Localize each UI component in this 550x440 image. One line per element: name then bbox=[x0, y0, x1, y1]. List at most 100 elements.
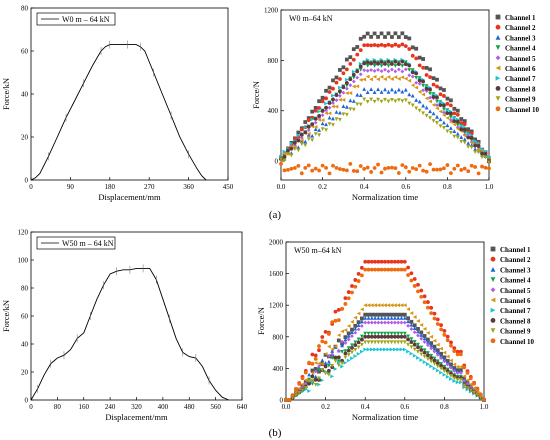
data-point bbox=[343, 337, 348, 342]
data-point bbox=[448, 130, 453, 135]
data-point bbox=[306, 131, 311, 136]
data-point bbox=[307, 379, 311, 384]
data-point bbox=[419, 336, 424, 341]
data-point bbox=[403, 87, 408, 92]
data-point bbox=[320, 335, 325, 339]
data-point bbox=[327, 101, 332, 105]
data-point bbox=[400, 59, 405, 64]
legend-label: W50 m – 64 kN bbox=[62, 239, 114, 248]
data-point bbox=[323, 361, 328, 365]
data-point bbox=[346, 346, 351, 351]
data-point bbox=[490, 318, 496, 323]
data-point bbox=[417, 108, 422, 113]
data-point bbox=[424, 73, 429, 77]
data-point bbox=[393, 331, 397, 336]
data-point bbox=[403, 165, 408, 170]
data-point bbox=[327, 105, 332, 110]
data-point bbox=[386, 303, 391, 308]
data-point bbox=[383, 97, 387, 102]
data-point bbox=[393, 312, 397, 317]
data-point bbox=[399, 303, 404, 308]
data-point bbox=[350, 345, 354, 350]
data-point bbox=[459, 352, 463, 357]
data-point bbox=[353, 340, 358, 345]
data-point bbox=[459, 139, 464, 144]
data-point bbox=[421, 168, 426, 173]
data-point bbox=[372, 90, 377, 94]
panel-label-b: (b) bbox=[269, 427, 282, 439]
data-point bbox=[455, 126, 460, 131]
data-point bbox=[452, 369, 457, 373]
data-point bbox=[327, 359, 331, 364]
data-point bbox=[286, 152, 290, 157]
data-point bbox=[439, 353, 443, 358]
y-tick-label: 0 bbox=[25, 177, 29, 185]
data-point bbox=[402, 267, 407, 272]
data-point bbox=[400, 75, 405, 80]
data-point bbox=[373, 340, 377, 345]
data-point bbox=[393, 334, 397, 339]
data-point bbox=[296, 133, 301, 138]
data-point bbox=[406, 323, 410, 328]
data-point bbox=[348, 55, 353, 60]
data-point bbox=[343, 335, 348, 340]
data-point bbox=[442, 328, 447, 333]
data-point bbox=[399, 259, 404, 264]
data-point bbox=[448, 115, 453, 120]
data-point bbox=[379, 90, 384, 94]
data-point bbox=[369, 320, 374, 325]
data-point bbox=[462, 166, 467, 171]
data-point bbox=[376, 334, 381, 339]
data-point bbox=[310, 368, 315, 373]
data-point bbox=[338, 68, 342, 72]
data-point bbox=[340, 329, 344, 334]
data-point bbox=[366, 320, 371, 325]
data-point bbox=[432, 349, 437, 354]
data-point bbox=[435, 114, 439, 119]
data-point bbox=[365, 68, 370, 73]
data-point bbox=[334, 80, 339, 85]
data-point bbox=[330, 356, 335, 360]
data-point bbox=[393, 267, 397, 272]
data-point bbox=[383, 347, 387, 352]
data-point bbox=[462, 378, 467, 383]
data-point bbox=[336, 318, 341, 323]
data-point bbox=[369, 170, 374, 174]
data-point bbox=[490, 297, 496, 303]
data-point bbox=[334, 98, 339, 103]
data-point bbox=[435, 322, 440, 326]
data-point bbox=[435, 317, 440, 322]
data-point bbox=[409, 271, 414, 276]
data-point bbox=[334, 117, 339, 122]
data-point bbox=[327, 85, 332, 90]
data-point bbox=[390, 165, 394, 170]
data-point bbox=[303, 370, 308, 375]
data-point bbox=[445, 338, 450, 343]
chart-a-left: 0 90 180 270 360 450 0 20 40 60 80 Displacement/mm F… bbox=[1, 5, 234, 203]
data-point bbox=[428, 67, 432, 72]
data-point bbox=[432, 338, 437, 343]
data-point bbox=[406, 307, 410, 312]
data-point bbox=[429, 359, 434, 364]
data-point bbox=[358, 77, 363, 82]
data-point bbox=[410, 103, 415, 108]
plots: 0 90 180 270 360 450 0 20 40 60 80 Displacement/mm F… bbox=[1, 5, 540, 423]
data-point bbox=[393, 340, 397, 345]
data-point bbox=[353, 324, 358, 328]
data-point bbox=[376, 67, 380, 72]
data-point bbox=[343, 302, 348, 306]
data-point bbox=[320, 378, 325, 383]
data-point bbox=[389, 347, 394, 352]
data-point bbox=[317, 376, 321, 381]
data-point bbox=[455, 131, 460, 136]
data-point bbox=[338, 85, 342, 90]
data-point bbox=[396, 87, 401, 92]
data-point bbox=[369, 77, 374, 82]
data-point bbox=[338, 117, 342, 122]
data-point bbox=[409, 351, 414, 356]
data-point bbox=[289, 153, 294, 158]
data-point bbox=[417, 76, 422, 81]
data-point bbox=[435, 95, 439, 100]
data-point bbox=[490, 277, 496, 282]
data-point bbox=[455, 119, 460, 124]
